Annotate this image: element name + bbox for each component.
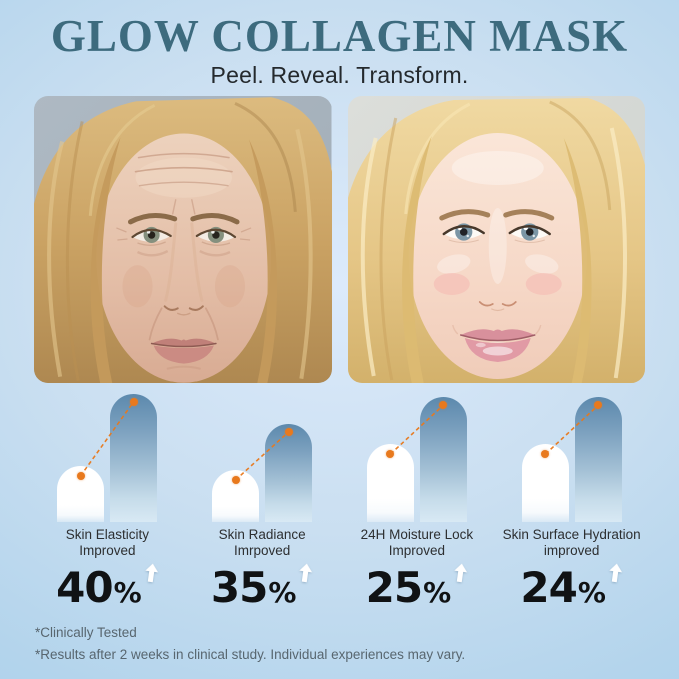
before-after-bar-chart — [366, 392, 467, 523]
after-data-point-icon — [439, 401, 448, 410]
lips — [150, 338, 217, 370]
stat-moisture-lock: 24H Moisture Lock Improved 25% — [340, 392, 495, 609]
hair-front-locks — [90, 137, 277, 384]
forehead-wrinkles — [134, 153, 233, 215]
product-title: GLOW COLLAGEN MASK — [50, 11, 629, 61]
nose — [478, 301, 517, 312]
before-after-bar-chart — [212, 392, 313, 523]
stat-value: 35% — [185, 563, 340, 609]
after-photo — [347, 96, 645, 384]
stat-surface-hydration: Skin Surface Hydration improved 24% — [494, 392, 649, 609]
nose — [163, 222, 204, 316]
face — [96, 133, 272, 383]
before-after-comparison — [34, 96, 645, 384]
before-photo — [34, 96, 332, 384]
footnote-results-disclaimer: *Results after 2 weeks in clinical study… — [35, 646, 466, 662]
stat-value: 24% — [494, 563, 649, 609]
before-data-point-icon — [386, 450, 395, 459]
stat-label: Skin Surface Hydration improved — [502, 527, 641, 558]
up-arrow-icon — [454, 563, 468, 583]
eyes — [442, 223, 551, 244]
clinical-results: Skin Elasticity Improved 40% Skin Radian… — [30, 392, 649, 609]
header: GLOW COLLAGEN MASK Peel. Reveal. Transfo… — [0, 0, 679, 89]
trend-line — [235, 431, 290, 481]
before-data-point-icon — [231, 476, 240, 485]
after-bar — [110, 394, 158, 523]
stat-value: 25% — [340, 563, 495, 609]
footnote-clinically-tested: *Clinically Tested — [35, 625, 137, 641]
stat-value: 40% — [30, 563, 185, 609]
up-arrow-icon — [144, 563, 158, 583]
tagline: Peel. Reveal. Transform. — [210, 62, 469, 89]
eyebrows — [438, 209, 554, 221]
trend-line — [80, 401, 135, 477]
after-face-illustration — [347, 96, 645, 384]
before-after-bar-chart — [521, 392, 622, 523]
after-bar — [419, 397, 467, 523]
before-data-point-icon — [541, 450, 550, 459]
before-after-bar-chart — [57, 392, 158, 523]
after-data-point-icon — [284, 428, 293, 437]
before-face-illustration — [34, 96, 332, 384]
stat-label: 24H Moisture Lock Improved — [360, 527, 474, 558]
trend-line — [389, 404, 444, 455]
eyebrows — [127, 213, 240, 225]
eyes — [116, 227, 252, 257]
stat-skin-radiance: Skin Radiance Imrpoved 35% — [185, 392, 340, 609]
stat-skin-elasticity: Skin Elasticity Improved 40% — [30, 392, 185, 609]
stat-label: Skin Elasticity Improved — [65, 527, 150, 558]
after-data-point-icon — [594, 401, 603, 410]
after-bar — [265, 424, 313, 523]
face — [408, 133, 587, 380]
hair-front-locks — [401, 136, 592, 384]
nasolabial-folds — [148, 307, 219, 341]
up-arrow-icon — [609, 563, 623, 583]
after-data-point-icon — [129, 398, 138, 407]
after-bar — [574, 397, 622, 523]
lips-smiling — [451, 325, 541, 363]
stat-label: Skin Radiance Imrpoved — [218, 527, 306, 558]
trend-line — [544, 404, 599, 455]
up-arrow-icon — [299, 563, 313, 583]
footnotes: *Clinically Tested *Results after 2 week… — [35, 622, 679, 665]
before-data-point-icon — [76, 472, 85, 481]
